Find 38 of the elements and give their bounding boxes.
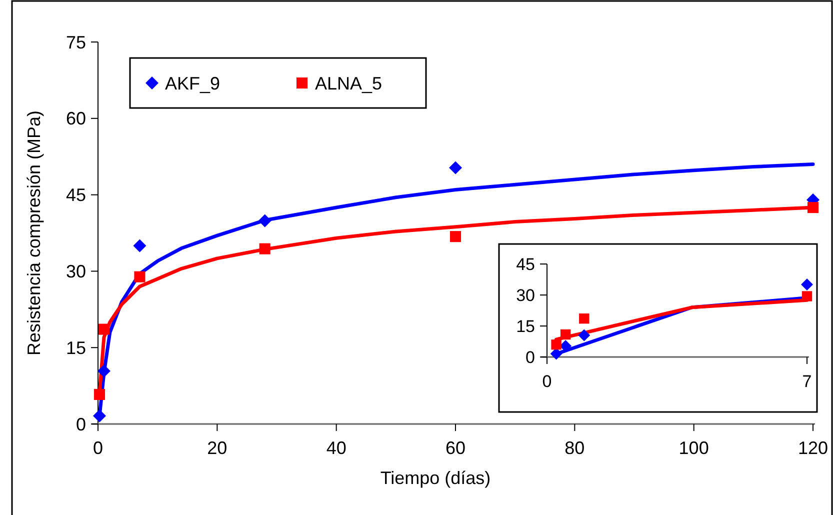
x-tick-label: 120 xyxy=(798,438,828,458)
point xyxy=(97,364,110,378)
y-tick-label: 15 xyxy=(66,338,86,358)
point xyxy=(94,388,106,400)
point xyxy=(579,313,590,324)
x-tick-label: 7 xyxy=(802,372,812,391)
point xyxy=(133,239,146,252)
y-tick-label: 0 xyxy=(76,414,86,434)
point xyxy=(560,329,571,340)
y-tick-label: 0 xyxy=(526,348,535,367)
y-tick-label: 30 xyxy=(66,262,86,282)
point xyxy=(134,271,146,282)
x-tick-label: 20 xyxy=(207,438,228,458)
y-tick-label: 75 xyxy=(66,32,86,52)
legend-label: ALNA_5 xyxy=(315,73,382,94)
point xyxy=(98,324,110,335)
point xyxy=(801,278,813,290)
point xyxy=(450,231,462,242)
point xyxy=(578,329,590,342)
x-tick-label: 40 xyxy=(326,438,346,458)
y-tick-label: 30 xyxy=(516,286,535,305)
point xyxy=(449,161,462,174)
point xyxy=(551,340,562,350)
y-tick-label: 60 xyxy=(66,108,86,129)
y-tick-label: 45 xyxy=(66,185,86,206)
x-tick-label: 80 xyxy=(564,438,585,458)
y-tick-label: 15 xyxy=(516,316,535,336)
x-tick-label: 0 xyxy=(92,438,104,458)
x-tick-label: 60 xyxy=(445,438,466,458)
point xyxy=(258,214,272,228)
legend-label: AKF_9 xyxy=(165,73,220,94)
point xyxy=(802,291,812,302)
x-axis-title: Tiempo (días) xyxy=(380,468,491,488)
point xyxy=(259,243,270,254)
y-tick-label: 45 xyxy=(516,254,535,274)
point xyxy=(807,202,819,214)
x-tick-label: 100 xyxy=(678,438,709,458)
y-axis-title: Resistencia compresión (MPa) xyxy=(24,110,44,356)
